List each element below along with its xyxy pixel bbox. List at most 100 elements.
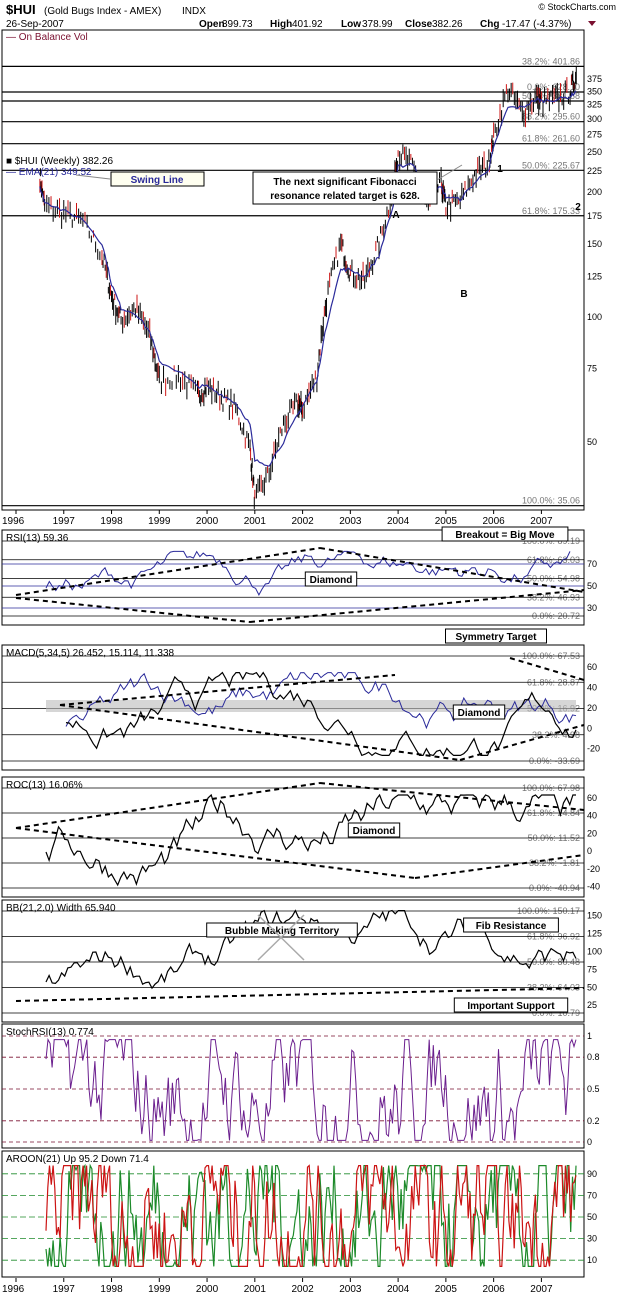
- panel-5-tick-0.8: 0.8: [587, 1052, 600, 1062]
- bb-fib-resistance-label-box: [463, 917, 559, 933]
- price-tick-200: 200: [587, 187, 602, 197]
- panel-3-tick-40: 40: [587, 811, 597, 821]
- panel-5-tick-0.5: 0.5: [587, 1084, 600, 1094]
- macd-symmetry-label-box: [445, 628, 547, 644]
- header-low-value: 378.99: [362, 19, 393, 30]
- panel-6-tick-50: 50: [587, 1212, 597, 1222]
- x-axis-bottom-tick-2003: 2003: [339, 1284, 362, 1295]
- price-tick-300: 300: [587, 114, 602, 124]
- symbol-title: $HUI: [6, 2, 36, 17]
- x-axis-bottom-tick-2004: 2004: [387, 1284, 410, 1295]
- swing-line-box: [110, 171, 205, 187]
- panel-5-tick-1: 1: [587, 1031, 592, 1041]
- price-tick-275: 275: [587, 130, 602, 140]
- panel-5-tick-0: 0: [587, 1137, 592, 1147]
- rsi-diamond-label-box: [304, 571, 358, 587]
- macd-signal-line: [65, 671, 577, 730]
- roc-line: [45, 793, 576, 887]
- header-open-value: 399.73: [222, 19, 253, 30]
- price-tick-125: 125: [587, 272, 602, 282]
- header-chg-label: Chg: [480, 19, 499, 30]
- panel-2-tick-0: 0: [587, 723, 592, 733]
- fib-label-0: 0.0%: 628.10: [527, 82, 580, 92]
- fib-label-6: 61.8%: 175.33: [522, 206, 580, 216]
- panel-3-tick--40: -40: [587, 882, 600, 892]
- obv-legend: — On Balance Vol: [6, 32, 88, 43]
- panel-1-title: RSI(13) 59.36: [6, 533, 69, 544]
- macd-histogram: [46, 700, 576, 712]
- panel-1-tick-50: 50: [587, 581, 597, 591]
- price-tick-150: 150: [587, 239, 602, 249]
- roc-diamond-bottom-right: [414, 854, 585, 879]
- rsi-breakout-label: Breakout = Big Move: [455, 530, 555, 541]
- price-tick-225: 225: [587, 166, 602, 176]
- header-open-label: Open: [199, 19, 225, 30]
- ema-legend: — EMA(21) 349.52: [6, 167, 92, 178]
- swing-line-pointer: [75, 174, 111, 180]
- panel-3-tick--20: -20: [587, 864, 600, 874]
- panel-4-tick-150: 150: [587, 911, 602, 921]
- x-axis-top-tick-2000: 2000: [196, 516, 219, 527]
- x-axis-bottom-tick-2007: 2007: [530, 1284, 553, 1295]
- panel-3-tick-60: 60: [587, 793, 597, 803]
- rsi-diamond-bottom-left: [15, 597, 251, 623]
- swing-line-label: Swing Line: [131, 175, 184, 186]
- panel-stoch: [1, 1023, 585, 1149]
- header-chg-value: -17.47 (-4.37%): [502, 19, 571, 30]
- x-axis-bottom-tick-1996: 1996: [2, 1284, 25, 1295]
- wave-2-label: 2: [575, 202, 581, 213]
- panel-4-tick-75: 75: [587, 964, 597, 974]
- macd-diamond-bottom-right: [459, 724, 585, 761]
- header-high-value: 401.92: [292, 19, 323, 30]
- x-axis-top-tick-1999: 1999: [148, 516, 171, 527]
- panel-2-tick-60: 60: [587, 662, 597, 672]
- panel-5-title: StochRSI(13) 0.774: [6, 1027, 94, 1038]
- header-low-label: Low: [341, 19, 361, 30]
- rsi-diamond-bottom-right: [249, 589, 585, 623]
- x-axis-bottom-tick-1999: 1999: [148, 1284, 171, 1295]
- source-label: © StockCharts.com: [538, 2, 616, 12]
- x-axis-top-tick-2007: 2007: [530, 516, 553, 527]
- x-axis-top-tick-2001: 2001: [244, 516, 267, 527]
- price-legend: ■ $HUI (Weekly) 382.26: [6, 156, 113, 167]
- panel-6-tick-90: 90: [587, 1169, 597, 1179]
- panel-4-tick-50: 50: [587, 982, 597, 992]
- x-axis-bottom-tick-2005: 2005: [435, 1284, 458, 1295]
- fib-label-7: 100.0%: 35.06: [522, 496, 580, 506]
- panel-5-tick-0.2: 0.2: [587, 1116, 600, 1126]
- panel-3-tick-20: 20: [587, 828, 597, 838]
- rsi-diamond-label: Diamond: [310, 575, 353, 586]
- rsi-diamond-top-left: [15, 547, 321, 596]
- aroon-up-line: [45, 1163, 577, 1268]
- panel-4-tick-25: 25: [587, 1000, 597, 1010]
- header-close-value: 382.26: [432, 19, 463, 30]
- price-tick-50: 50: [587, 437, 597, 447]
- panel-6-tick-10: 10: [587, 1255, 597, 1265]
- panel-2-tick-20: 20: [587, 703, 597, 713]
- bb-support-line: [15, 987, 585, 1002]
- price-tick-100: 100: [587, 312, 602, 322]
- roc-diamond-top-left: [15, 782, 321, 829]
- stochrsi-line: [45, 1037, 577, 1142]
- date-label: 26-Sep-2007: [6, 19, 64, 30]
- x-axis-bottom-tick-1997: 1997: [53, 1284, 76, 1295]
- roc-diamond-bottom-left: [15, 827, 416, 879]
- x-axis-top-tick-1998: 1998: [100, 516, 123, 527]
- price-tick-175: 175: [587, 211, 602, 221]
- x-axis-top-tick-2003: 2003: [339, 516, 362, 527]
- roc-diamond-label-box: [347, 822, 401, 838]
- bb-fib-resistance-label: Fib Resistance: [476, 921, 547, 932]
- wave-1-label: 1: [497, 164, 503, 175]
- exchange-label: INDX: [182, 6, 206, 17]
- panel-6-tick-30: 30: [587, 1234, 597, 1244]
- x-axis-top-tick-2004: 2004: [387, 516, 410, 527]
- x-axis-top-tick-2006: 2006: [483, 516, 506, 527]
- fib-label-1: 38.2%: 401.86: [522, 56, 580, 66]
- bbwidth-line: [45, 909, 577, 990]
- x-axis-bottom-tick-2000: 2000: [196, 1284, 219, 1295]
- fib-label-3: 61.8%: 261.60: [522, 134, 580, 144]
- macd-diamond-label: Diamond: [458, 708, 501, 719]
- roc-diamond-label: Diamond: [353, 826, 396, 837]
- macd-symmetry-label: Symmetry Target: [456, 632, 538, 643]
